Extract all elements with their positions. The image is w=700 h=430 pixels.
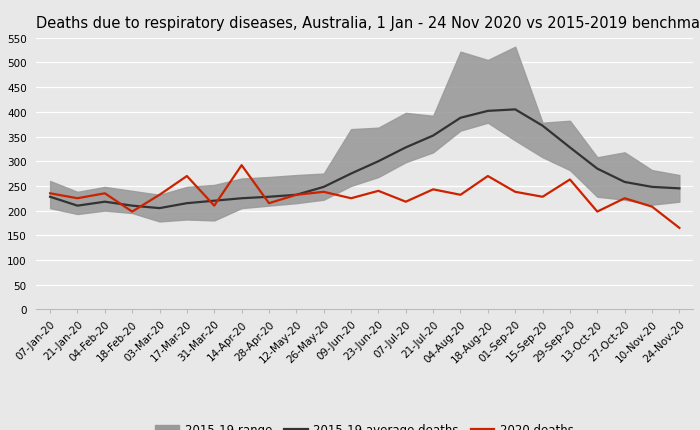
Legend: 2015-19 range, 2015-19 average deaths, 2020 deaths: 2015-19 range, 2015-19 average deaths, 2…: [150, 418, 579, 430]
Text: Deaths due to respiratory diseases, Australia, 1 Jan - 24 Nov 2020 vs 2015-2019 : Deaths due to respiratory diseases, Aust…: [36, 15, 700, 31]
